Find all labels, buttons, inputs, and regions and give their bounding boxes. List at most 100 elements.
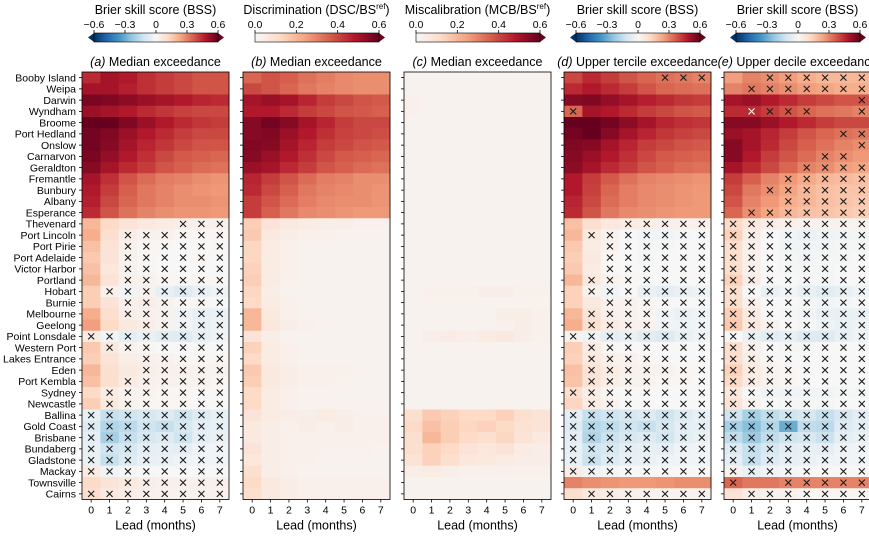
colorbar-tick-label: 0 [635,19,641,31]
heatmap-cell [532,240,552,253]
heatmap-cell [100,319,120,332]
lead-tick-label: 7 [699,505,705,517]
heatmap-cell [192,105,212,118]
colorbar-label-sup: ref [376,2,386,11]
heatmap-cell [674,184,694,197]
heatmap-cell [82,117,101,129]
lead-tick-label: 1 [429,505,435,517]
heatmap-cell [261,420,281,433]
heatmap-cell [82,150,101,163]
significance-cross [729,265,737,273]
significance-cross [680,231,687,239]
significance-cross [698,310,706,318]
heatmap-cell [404,263,423,275]
colorbar-extend-high [860,33,866,42]
heatmap-cell [637,72,657,84]
significance-cross [858,467,866,475]
lead-tick-label: 3 [465,505,471,517]
significance-cross [748,355,755,363]
heatmap-cell [514,173,534,185]
heatmap-cell [100,274,120,287]
lead-tick-label: 6 [360,505,366,517]
heatmap-cell [334,330,354,343]
heatmap-cell [582,162,602,174]
significance-cross [766,265,774,273]
heatmap-cell [298,409,317,422]
heatmap-cell [100,173,120,185]
heatmap-cell [495,229,515,242]
significance-cross [106,490,113,498]
heatmap-cell [371,330,391,343]
significance-cross [680,321,687,329]
heatmap-cell [852,94,869,107]
heatmap-cell [459,465,478,478]
heatmap-cell [655,105,675,118]
colorbar-tick-label: 0.6 [533,19,548,31]
significance-cross [142,400,150,408]
heatmap-cell [279,83,299,95]
significance-cross [198,231,205,239]
colorbar-tick-label: −0.3 [115,19,136,31]
significance-cross [142,287,150,295]
significance-cross [680,242,687,250]
heatmap-cell [514,297,534,309]
significance-cross [606,400,614,408]
heatmap-cell [298,454,317,467]
heatmap-cell [495,443,515,455]
significance-cross [821,242,829,250]
heatmap-cell [298,128,317,140]
heatmap-cell [637,139,657,152]
significance-cross [698,366,706,374]
heatmap-cell [852,409,869,422]
heatmap-cell [815,117,835,129]
heatmap-cell [422,285,442,298]
heatmap-cell [797,117,817,129]
heatmap-cell [353,117,373,129]
heatmap-cell [600,128,620,140]
colorbar-tick-label: 0.2 [450,19,465,31]
heatmap-cell [459,488,478,500]
station-label: Port Adelaide [14,252,77,264]
heatmap-cell [532,218,552,230]
heatmap-cell [422,173,442,185]
significance-cross [858,310,866,318]
significance-cross [87,422,95,430]
significance-cross [624,490,632,498]
heatmap-cell [404,443,423,455]
heatmap-cell [514,229,534,242]
heatmap-cell [495,477,515,489]
heatmap-cell [243,162,262,174]
heatmap-cell [279,432,299,444]
heatmap-cell [459,420,478,433]
heatmap-cell [334,94,354,107]
heatmap-cell [852,83,869,95]
heatmap-cell [619,105,638,118]
heatmap-cell [334,488,354,500]
significance-cross [588,467,595,475]
heatmap-cell [459,375,478,388]
heatmap-cell [477,229,497,242]
heatmap-cell [440,488,460,500]
heatmap-cell [852,387,869,399]
significance-cross [858,164,866,172]
heatmap-cell [779,94,798,107]
heatmap-cell [353,252,373,264]
significance-cross [766,242,774,250]
heatmap-cell [82,83,101,95]
significance-cross [588,400,595,408]
significance-cross [858,400,866,408]
significance-cross [179,366,187,374]
heatmap-cell [371,477,391,489]
heatmap-cell [243,184,262,197]
heatmap-cell [261,105,281,118]
heatmap-cell [674,173,694,185]
significance-cross [661,276,669,284]
significance-cross [124,276,132,284]
significance-cross [729,467,737,475]
colorbar-tick-label: 0.6 [211,19,226,31]
heatmap-cell [100,308,120,320]
heatmap-cell [724,173,743,185]
colorbar-tick-label: 0.4 [330,19,345,31]
heatmap-cell [852,229,869,242]
heatmap-cell [298,319,317,332]
